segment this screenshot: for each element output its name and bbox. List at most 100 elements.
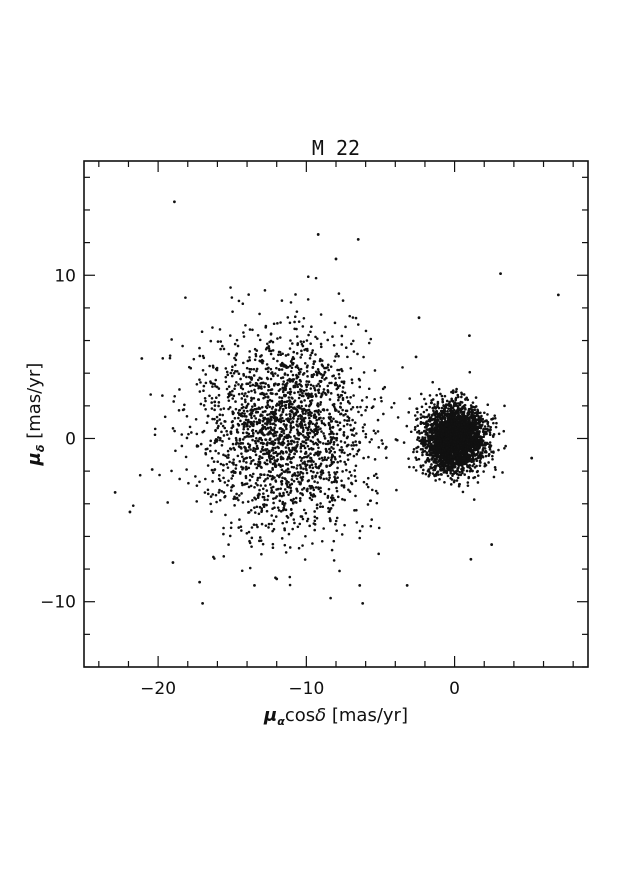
field-star-point: [314, 424, 318, 428]
field-star-point: [222, 434, 226, 437]
field-star-point: [206, 488, 210, 492]
field-star-point: [227, 392, 230, 396]
field-star-point: [282, 429, 286, 432]
field-star-point: [301, 344, 305, 348]
field-star-point: [333, 471, 336, 474]
field-star-point: [258, 437, 261, 441]
cluster-star-point: [497, 432, 501, 436]
field-star-point: [328, 381, 331, 385]
field-star-point: [272, 413, 276, 416]
field-star-point: [274, 479, 277, 482]
field-star-point: [153, 433, 157, 437]
cluster-star-point: [456, 411, 460, 415]
field-star-point: [251, 409, 254, 413]
field-star-point: [253, 511, 257, 514]
field-star-point: [339, 412, 342, 416]
cluster-star-point: [425, 451, 429, 454]
field-star-point: [280, 368, 284, 371]
cluster-star-point: [466, 398, 470, 402]
field-star-point: [288, 470, 291, 474]
field-star-point: [239, 412, 242, 416]
field-star-point: [229, 489, 233, 492]
cluster-star-point: [455, 479, 459, 482]
field-star-point: [195, 484, 199, 487]
field-star-point: [348, 314, 352, 318]
field-star-point: [340, 451, 344, 454]
field-star-point: [338, 384, 342, 388]
field-star-point: [217, 401, 221, 404]
field-star-point: [344, 325, 347, 329]
field-star-point: [235, 441, 238, 444]
field-star-point: [237, 416, 240, 420]
field-star-point: [350, 481, 353, 485]
cluster-star-point: [419, 447, 423, 451]
field-star-point: [292, 426, 295, 429]
field-star-point: [330, 499, 334, 502]
field-star-point: [257, 457, 261, 461]
field-star-point: [327, 487, 331, 491]
field-star-point: [343, 460, 346, 464]
cluster-star-point: [470, 460, 474, 463]
field-star-point: [221, 424, 225, 428]
field-star-point: [326, 439, 330, 443]
cluster-star-point: [416, 410, 419, 414]
field-star-point: [244, 418, 248, 422]
field-star-point: [296, 440, 299, 444]
field-star-point: [232, 497, 236, 501]
field-star-point: [370, 406, 374, 410]
field-star-point: [318, 505, 322, 509]
field-star-point: [301, 325, 305, 328]
cluster-star-point: [421, 453, 424, 457]
field-star-point: [252, 523, 256, 526]
field-star-point: [271, 485, 275, 489]
field-star-point: [223, 481, 227, 484]
field-star-point: [292, 361, 295, 365]
field-star-point: [279, 401, 282, 404]
field-star-point: [283, 470, 287, 474]
cluster-star-point: [441, 421, 444, 425]
cluster-star-point: [429, 444, 433, 447]
field-star-point: [241, 422, 244, 426]
field-star-point: [250, 526, 254, 529]
field-star-point: [289, 360, 293, 363]
field-star-point: [260, 456, 264, 460]
field-star-point: [295, 467, 299, 470]
cluster-star-point: [443, 417, 447, 421]
field-star-point: [352, 444, 356, 447]
field-star-point: [245, 375, 248, 379]
field-star-point: [327, 478, 331, 482]
field-star-point: [373, 458, 377, 461]
field-star-point: [276, 452, 280, 456]
field-star-point: [215, 368, 219, 372]
cluster-star-point: [431, 431, 435, 435]
field-star-point: [401, 366, 404, 369]
field-star-point: [181, 344, 184, 348]
field-star-point: [304, 383, 308, 387]
field-star-point: [204, 477, 207, 481]
field-star-point: [209, 449, 212, 453]
field-star-point: [250, 536, 254, 540]
field-star-point: [329, 392, 333, 395]
field-star-point: [289, 301, 293, 304]
field-star-point: [237, 526, 240, 529]
field-star-point: [350, 474, 353, 477]
field-star-point: [218, 488, 221, 492]
cluster-star-point: [473, 408, 477, 412]
field-star-point: [215, 366, 219, 370]
field-star-point: [280, 299, 284, 302]
field-star-point: [395, 438, 399, 442]
field-star-point: [218, 418, 221, 421]
field-star-point: [209, 495, 213, 498]
field-star-point: [238, 460, 242, 463]
field-star-point: [302, 417, 305, 420]
field-star-point: [289, 400, 292, 404]
field-star-point: [181, 408, 185, 412]
field-star-point: [173, 429, 176, 433]
field-star-point: [257, 464, 260, 468]
field-star-point: [382, 412, 385, 416]
cluster-star-point: [464, 397, 467, 401]
field-star-point: [408, 465, 411, 469]
field-star-point: [283, 543, 287, 547]
field-star-point: [319, 410, 322, 414]
field-star-point: [374, 432, 377, 435]
